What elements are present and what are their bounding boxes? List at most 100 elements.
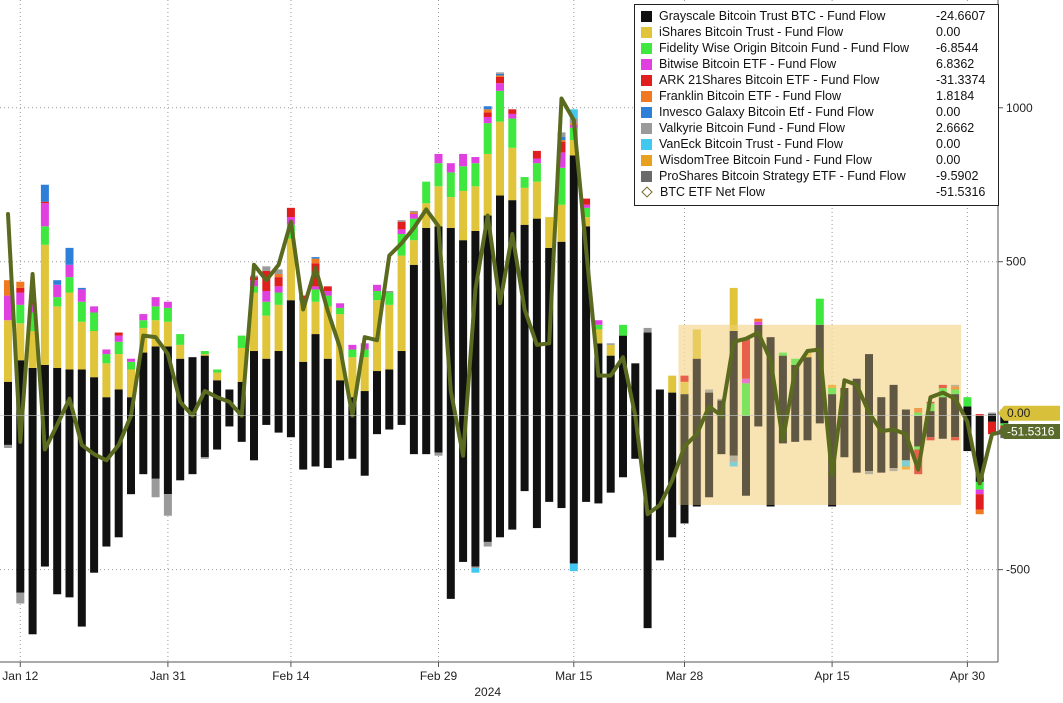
bar-segment [594, 343, 603, 416]
bar-segment [471, 568, 480, 573]
bar-segment [286, 300, 295, 416]
bar-segment [348, 415, 357, 459]
legend-item: Franklin Bitcoin ETF - Fund Flow 1.8184 [641, 88, 992, 104]
legend-value: -9.5902 [936, 169, 979, 183]
bar-segment [975, 489, 984, 495]
bar-segment [262, 290, 271, 302]
bar-segment [545, 415, 554, 502]
bar-segment [163, 346, 172, 416]
bar-segment [754, 321, 763, 325]
bar-segment [40, 184, 49, 202]
bar-segment [926, 411, 935, 416]
legend-item: Fidelity Wise Origin Bitcoin Fund - Fund… [641, 40, 992, 56]
bar-segment [791, 364, 800, 416]
bar-segment [163, 307, 172, 322]
bar-segment [409, 264, 418, 416]
bar-segment [668, 375, 677, 393]
legend-swatch [641, 122, 652, 134]
bar-segment [483, 106, 492, 110]
bar-segment [619, 415, 627, 478]
bar-segment [496, 195, 504, 416]
bar-segment [729, 455, 738, 462]
bar-segment [397, 229, 406, 235]
bar-segment [163, 321, 172, 347]
x-tick-label: Feb 29 [420, 669, 458, 683]
bar-segment [139, 320, 148, 328]
bar-segment [102, 397, 111, 416]
bar-segment [582, 217, 591, 227]
bar-segment [65, 369, 74, 416]
bar-segment [459, 190, 468, 241]
bar-segment [127, 361, 135, 370]
bar-segment [951, 394, 960, 416]
bar-segment [262, 301, 271, 316]
bar-segment [77, 321, 86, 370]
bar-segment [139, 415, 148, 475]
value-label-text: -51.5316 [1007, 425, 1055, 439]
bar-segment [114, 415, 123, 538]
bar-segment [163, 415, 172, 495]
legend-item: Bitwise Bitcoin ETF - Fund Flow 6.8362 [641, 56, 992, 72]
bar-segment [754, 415, 763, 427]
bar-segment [188, 415, 197, 475]
bar-segment [28, 301, 37, 305]
bar-segment [213, 415, 222, 450]
bar-segment [163, 494, 172, 516]
bar-segment [53, 367, 62, 416]
bar-segment [631, 363, 640, 416]
value-label-background [998, 405, 1060, 421]
bar-segment [323, 295, 332, 307]
legend-swatch [641, 186, 653, 198]
bar-segment [348, 349, 357, 358]
bar-segment [90, 306, 99, 313]
legend-label: ARK 21Shares Bitcoin ETF - Fund Flow [659, 73, 880, 87]
bar-segment [53, 415, 62, 595]
bar-segment [926, 415, 935, 438]
bar-segment [274, 415, 283, 433]
bar-segment [557, 415, 566, 509]
bar-segment [409, 415, 418, 455]
y-tick-label: 1000 [1006, 101, 1033, 115]
bar-segment [446, 415, 455, 599]
bar-segment [77, 415, 86, 627]
bar-segment [655, 389, 664, 416]
bar-segment [496, 121, 504, 196]
bar-segment [901, 466, 910, 470]
bar-segment [385, 292, 394, 305]
legend-value: 1.8184 [936, 89, 975, 103]
bar-segment [791, 415, 800, 442]
bar-segment [385, 369, 394, 416]
bar-segment [4, 280, 12, 296]
bar-segment [299, 361, 308, 416]
bar-segment [53, 297, 62, 307]
bar-segment [988, 414, 996, 416]
legend-label: ProShares Bitcoin Strategy ETF - Fund Fl… [659, 169, 906, 183]
bar-segment [988, 412, 996, 415]
bar-segment [127, 358, 135, 362]
bar-segment [422, 227, 431, 416]
bar-segment [508, 109, 517, 114]
bar-segment [988, 415, 996, 422]
legend-item: VanEck Bitcoin Trust - Fund Flow 0.00 [641, 136, 992, 152]
bar-segment [274, 286, 283, 293]
bar-segment [53, 284, 62, 298]
bar-segment [40, 415, 49, 567]
x-tick-label: Mar 15 [555, 669, 593, 683]
bar-segment [742, 383, 750, 416]
x-axis-year-label: 2024 [474, 685, 501, 698]
bar-segment [729, 287, 738, 331]
bar-segment [483, 112, 492, 118]
bar-segment [336, 307, 345, 315]
bar-segment [237, 347, 246, 382]
bar-segment [606, 415, 615, 493]
legend-label: Grayscale Bitcoin Trust BTC - Fund Flow [659, 9, 886, 23]
bar-segment [483, 415, 492, 542]
bar-segment [483, 153, 492, 216]
legend-swatch [641, 10, 652, 22]
bar-segment [569, 109, 578, 119]
bar-segment [459, 166, 468, 191]
bar-segment [40, 226, 49, 245]
x-tick-label: Apr 15 [814, 669, 850, 683]
bar-segment [483, 109, 492, 113]
bar-segment [360, 391, 369, 416]
